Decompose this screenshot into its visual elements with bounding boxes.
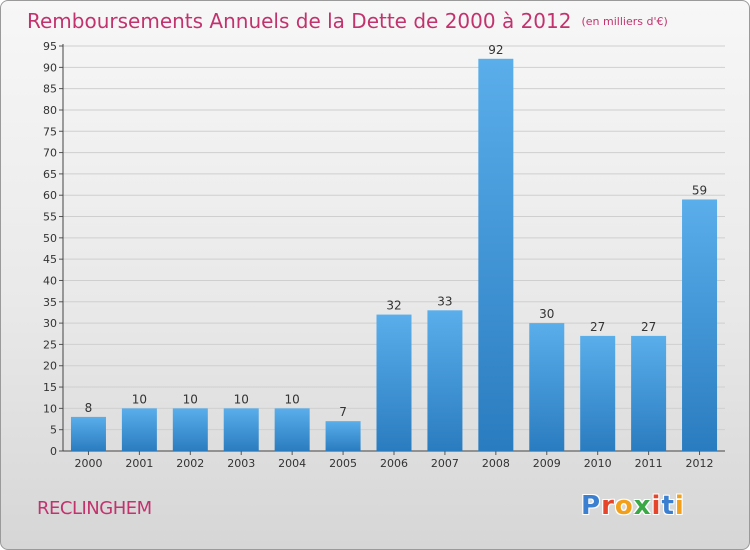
x-tick-label: 2007	[431, 457, 459, 470]
y-tick-label: 70	[43, 147, 57, 160]
data-label: 10	[183, 392, 198, 406]
bar-2009	[529, 323, 565, 451]
data-label: 30	[539, 307, 554, 321]
y-tick-label: 10	[43, 402, 57, 415]
bar-2001	[121, 408, 157, 451]
x-tick-label: 2004	[278, 457, 306, 470]
logo-letter: i	[674, 491, 685, 521]
town-name: RECLINGHEM	[37, 498, 152, 519]
data-label: 32	[386, 299, 401, 313]
bars	[70, 58, 718, 451]
bar-2003	[223, 408, 259, 451]
x-tick-label: 2001	[125, 457, 153, 470]
data-label: 33	[437, 294, 452, 308]
data-label: 10	[285, 392, 300, 406]
logo-letter: r	[601, 491, 615, 521]
y-tick-label: 35	[43, 296, 57, 309]
y-tick-label: 30	[43, 317, 57, 330]
bar-2004	[274, 408, 310, 451]
x-tick-label: 2011	[635, 457, 663, 470]
y-tick-label: 15	[43, 381, 57, 394]
x-tick-label: 2002	[176, 457, 204, 470]
x-tick-label: 2012	[686, 457, 714, 470]
logo-letter: i	[651, 491, 662, 521]
chart-title: Remboursements Annuels de la Dette de 20…	[27, 9, 668, 33]
x-tick-label: 2008	[482, 457, 510, 470]
y-tick-label: 80	[43, 104, 57, 117]
bar-2002	[172, 408, 208, 451]
bar-2005	[325, 421, 361, 451]
x-tick-label: 2009	[533, 457, 561, 470]
data-label: 10	[132, 392, 147, 406]
y-tick-label: 60	[43, 189, 57, 202]
x-tick-label: 2010	[584, 457, 612, 470]
data-label: 27	[590, 320, 605, 334]
y-tick-label: 90	[43, 61, 57, 74]
y-tick-label: 95	[43, 40, 57, 53]
x-tick-label: 2005	[329, 457, 357, 470]
bar-2011	[631, 335, 667, 451]
logo-letter: o	[614, 491, 634, 521]
y-tick-label: 5	[50, 424, 57, 437]
y-tick-label: 65	[43, 168, 57, 181]
y-tick-label: 85	[43, 83, 57, 96]
logo-letter: t	[661, 491, 675, 521]
labels: 0 5 10 15 20 25 30 35 40 45 50 55 60 65 70 75 80 85 90 95 20…	[43, 40, 714, 470]
y-tick-label: 75	[43, 125, 57, 138]
chart-title-text: Remboursements Annuels de la Dette de 20…	[27, 9, 572, 33]
data-label: 27	[641, 320, 656, 334]
data-label: 7	[339, 405, 347, 419]
y-tick-label: 40	[43, 274, 57, 287]
y-tick-label: 20	[43, 360, 57, 373]
bar-2007	[427, 310, 463, 451]
data-label: 10	[234, 392, 249, 406]
data-label: 92	[488, 43, 503, 57]
x-tick-label: 2003	[227, 457, 255, 470]
logo-letter: P	[581, 491, 602, 521]
data-label: 8	[85, 401, 93, 415]
y-tick-label: 50	[43, 232, 57, 245]
chart-unit: (en milliers d'€)	[581, 15, 668, 28]
y-tick-label: 55	[43, 211, 57, 224]
x-tick-label: 2000	[74, 457, 102, 470]
y-tick-label: 25	[43, 338, 57, 351]
y-tick-label: 45	[43, 253, 57, 266]
logo-letter: x	[633, 491, 652, 521]
y-tick-label: 0	[50, 445, 57, 458]
bar-2000	[70, 416, 106, 451]
proxiti-logo[interactable]: Proxiti	[581, 491, 685, 521]
bar-2008	[478, 58, 514, 451]
bar-2006	[376, 314, 412, 451]
x-tick-label: 2006	[380, 457, 408, 470]
bar-2012	[682, 199, 718, 451]
bar-2010	[580, 335, 616, 451]
data-label: 59	[692, 183, 707, 197]
